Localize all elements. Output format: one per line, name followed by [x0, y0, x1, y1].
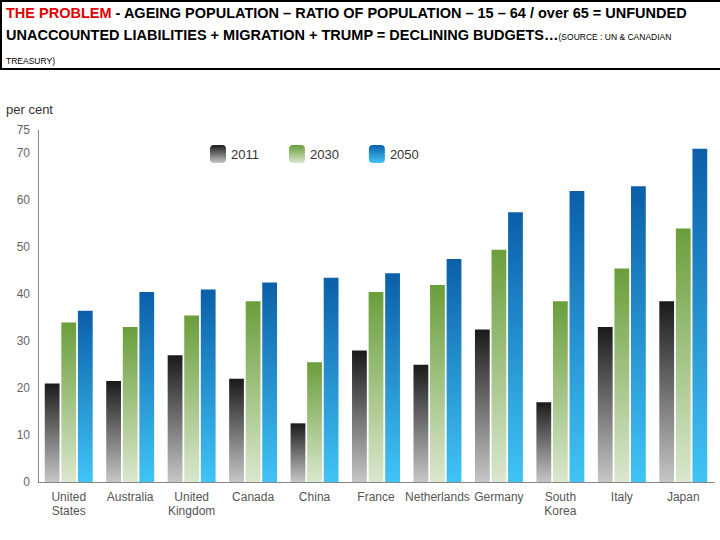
- svg-text:50: 50: [17, 240, 31, 254]
- svg-text:60: 60: [17, 193, 31, 207]
- svg-text:70: 70: [17, 146, 31, 160]
- svg-text:2030: 2030: [310, 147, 339, 162]
- svg-text:Australia: Australia: [107, 490, 154, 504]
- svg-text:China: China: [299, 490, 331, 504]
- svg-text:40: 40: [17, 287, 31, 301]
- svg-text:Japan: Japan: [667, 490, 700, 504]
- svg-text:France: France: [357, 490, 395, 504]
- svg-text:30: 30: [17, 334, 31, 348]
- svg-text:2050: 2050: [390, 147, 419, 162]
- svg-text:Germany: Germany: [474, 490, 523, 504]
- svg-text:75: 75: [17, 123, 31, 137]
- svg-text:Canada: Canada: [232, 490, 274, 504]
- svg-text:0: 0: [23, 475, 30, 489]
- svg-text:United: United: [174, 490, 209, 504]
- html-text:THE PROBLEM - AGEING POPULATIO: THE PROBLEM - AGEING POPULATION – RATIO …: [6, 5, 687, 66]
- svg-text:20: 20: [17, 381, 31, 395]
- svg-text:Korea: Korea: [544, 504, 576, 518]
- svg-text:Netherlands: Netherlands: [405, 490, 470, 504]
- svg-text:South: South: [545, 490, 576, 504]
- svg-text:per cent: per cent: [6, 102, 53, 117]
- svg-text:States: States: [52, 504, 86, 518]
- svg-text:Kingdom: Kingdom: [168, 504, 215, 518]
- svg-text:Italy: Italy: [611, 490, 633, 504]
- svg-text:2011: 2011: [231, 147, 259, 162]
- svg-text:United: United: [51, 490, 86, 504]
- svg-text:10: 10: [17, 428, 31, 442]
